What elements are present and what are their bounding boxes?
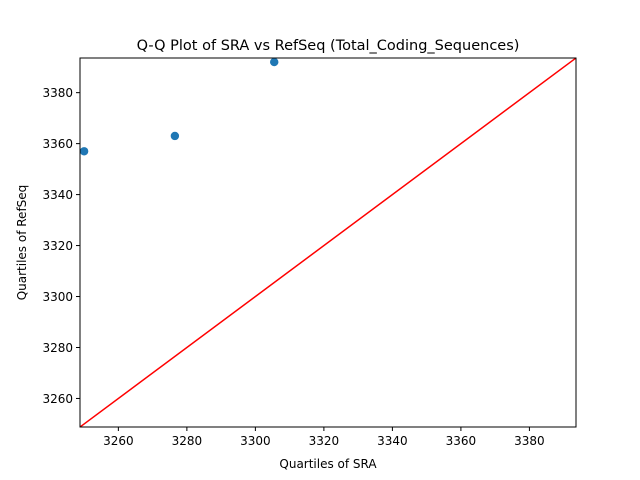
y-tick-label: 3360 [42, 137, 73, 151]
x-tick-label: 3280 [172, 434, 203, 448]
x-tick-label: 3360 [446, 434, 477, 448]
y-tick-label: 3300 [42, 290, 73, 304]
y-axis-title: Quartiles of RefSeq [15, 185, 29, 301]
y-tick-label: 3340 [42, 188, 73, 202]
x-tick-label: 3260 [103, 434, 134, 448]
plot-area [80, 58, 576, 427]
y-tick-label: 3320 [42, 239, 73, 253]
y-tick-label: 3280 [42, 341, 73, 355]
x-tick-label: 3300 [240, 434, 271, 448]
x-axis: 3260 3280 3300 3320 3340 3360 3380 [103, 427, 545, 448]
x-axis-title: Quartiles of SRA [279, 457, 377, 471]
data-point [270, 58, 279, 67]
y-axis: 3260 3280 3300 3320 3340 3360 3380 [42, 86, 80, 406]
x-tick-label: 3380 [514, 434, 545, 448]
x-tick-label: 3340 [377, 434, 408, 448]
plot-frame [79, 57, 577, 428]
data-point [80, 147, 89, 156]
data-point [170, 131, 180, 141]
y-tick-label: 3260 [42, 392, 73, 406]
x-tick-label: 3320 [309, 434, 340, 448]
reference-line [80, 58, 576, 427]
y-tick-label: 3380 [42, 86, 73, 100]
chart-title: Q-Q Plot of SRA vs RefSeq (Total_Coding_… [137, 38, 520, 54]
